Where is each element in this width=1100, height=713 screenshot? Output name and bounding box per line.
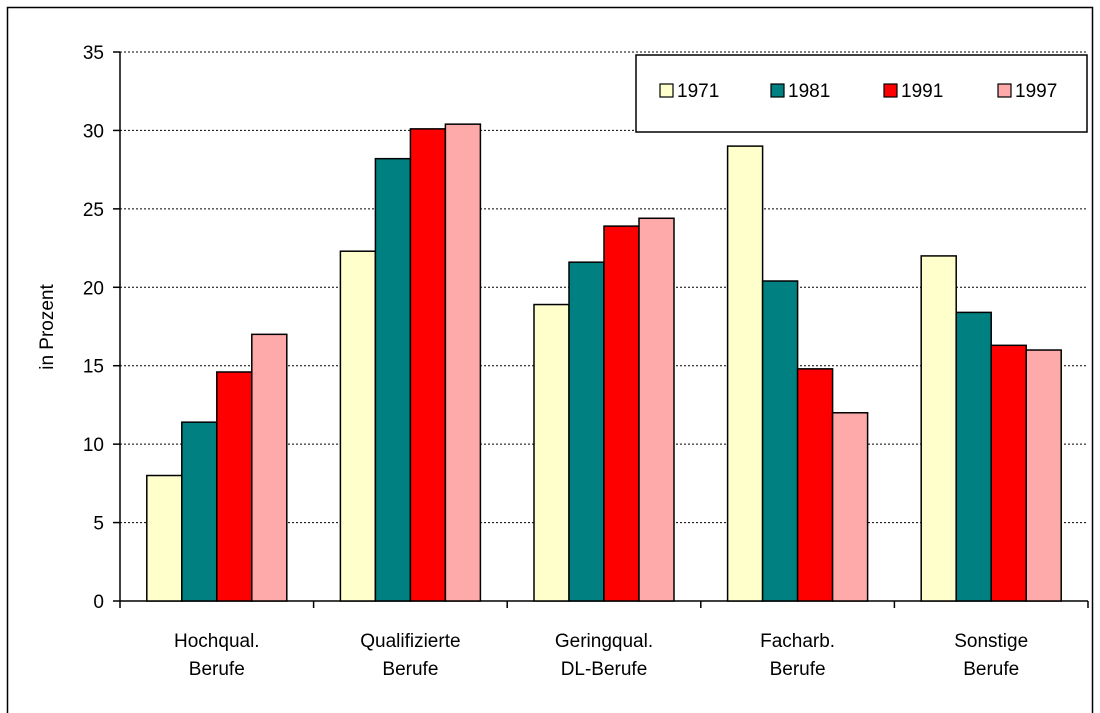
- legend-label: 1991: [901, 81, 943, 102]
- bar-1997: [1025, 349, 1062, 602]
- y-axis-title: in Prozent: [37, 284, 58, 370]
- bar-1991: [796, 368, 834, 602]
- legend-label: 1981: [788, 81, 830, 102]
- x-axis-category-labels: Hochqual. Berufe Qualifizierte Berufe Gering…: [174, 631, 1028, 680]
- legend-swatch-1981: [770, 83, 785, 98]
- x-category-label: Qualifizierte: [360, 631, 460, 652]
- bar-1991: [603, 225, 640, 602]
- bar-1991: [409, 128, 447, 602]
- y-tick-label: 35: [83, 43, 104, 64]
- bar-1971: [920, 255, 957, 602]
- x-category-label: Berufe: [963, 659, 1019, 680]
- y-tick-label: 25: [83, 200, 104, 221]
- legend-swatch-1997: [997, 83, 1012, 98]
- y-tick-label: 0: [93, 592, 104, 613]
- y-tick-label: 10: [83, 435, 104, 456]
- bar-1997: [251, 333, 288, 602]
- bar-1971: [146, 474, 183, 602]
- bar-1997: [444, 123, 482, 602]
- y-axis-ticks: [113, 51, 120, 602]
- legend-label: 1997: [1015, 81, 1057, 102]
- bar-1981: [568, 261, 605, 602]
- y-tick-label: 5: [93, 514, 104, 535]
- legend-label: 1971: [677, 81, 719, 102]
- bar-series: [146, 123, 1062, 602]
- bar-1981: [374, 157, 412, 602]
- bar-1971: [726, 145, 764, 602]
- bar-1991: [216, 371, 253, 602]
- bar-1981: [955, 311, 992, 602]
- bar-1971: [533, 303, 570, 602]
- x-category-label: Hochqual.: [174, 631, 260, 652]
- bar-1991: [990, 344, 1027, 602]
- bar-1997: [831, 412, 869, 602]
- legend: 1971 1981 1991 1997: [635, 54, 1088, 133]
- bar-1981: [181, 421, 218, 602]
- legend-swatch-1971: [659, 83, 674, 98]
- x-category-label: Berufe: [189, 659, 245, 680]
- x-category-label: Sonstige: [954, 631, 1028, 652]
- legend-swatch-1991: [883, 83, 898, 98]
- x-axis-ticks: [119, 601, 1089, 608]
- x-category-label: Berufe: [770, 659, 826, 680]
- x-category-label: DL-Berufe: [561, 659, 648, 680]
- x-category-label: Facharb.: [760, 631, 835, 652]
- bar-1981: [761, 280, 799, 602]
- bar-1971: [339, 250, 377, 602]
- legend-box: [635, 54, 1088, 133]
- y-axis-tick-labels: 0 5 10 15 20 25 30 35: [83, 43, 104, 613]
- x-category-label: Geringqual.: [555, 631, 653, 652]
- x-category-label: Berufe: [382, 659, 438, 680]
- y-tick-label: 15: [83, 357, 104, 378]
- y-tick-label: 20: [83, 278, 104, 299]
- y-tick-label: 30: [83, 121, 104, 142]
- bar-1997: [638, 217, 675, 602]
